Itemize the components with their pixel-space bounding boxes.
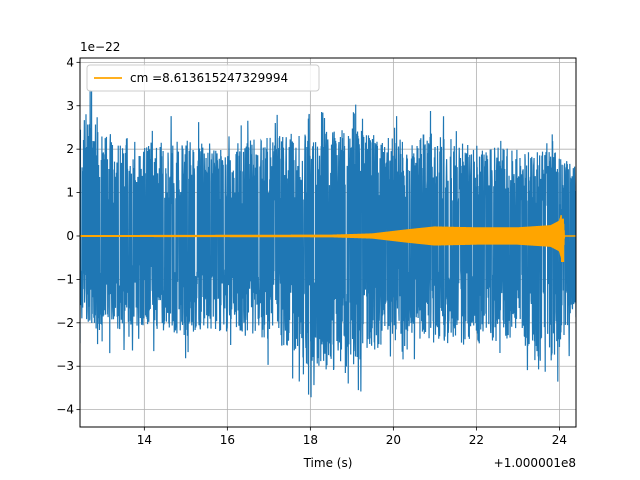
y-tick-label: 2 — [66, 142, 74, 156]
legend-box — [86, 64, 320, 92]
series-layer — [80, 89, 576, 398]
y-tick-label: 0 — [66, 229, 74, 243]
noise-series-line — [80, 89, 576, 398]
x-tick-label: 24 — [552, 433, 567, 447]
y-tick-label: −2 — [56, 316, 74, 330]
y-tick-label: 1 — [66, 186, 74, 200]
x-axis-label: Time (s) — [303, 456, 353, 470]
ticks: 14 16 18 20 22 24 −4 −3 −2 −1 0 1 2 3 4 — [56, 55, 567, 447]
x-offset-text: +1.000001e8 — [494, 456, 576, 470]
y-tick-label: 4 — [66, 55, 74, 69]
x-tick-label: 16 — [220, 433, 235, 447]
x-tick-label: 20 — [386, 433, 401, 447]
x-tick-label: 22 — [469, 433, 484, 447]
chirp-series-line — [80, 215, 576, 263]
x-tick-label: 14 — [137, 433, 152, 447]
x-tick-label: 18 — [303, 433, 318, 447]
y-offset-text: 1e−22 — [80, 40, 120, 54]
plot-frame — [79, 57, 577, 428]
y-tick-label: 3 — [66, 99, 74, 113]
y-tick-label: −1 — [56, 272, 74, 286]
legend: cm =8.613615247329994 — [86, 64, 320, 92]
y-tick-label: −3 — [56, 359, 74, 373]
legend-entry-label: cm =8.613615247329994 — [130, 71, 288, 85]
y-tick-label: −4 — [56, 403, 74, 417]
